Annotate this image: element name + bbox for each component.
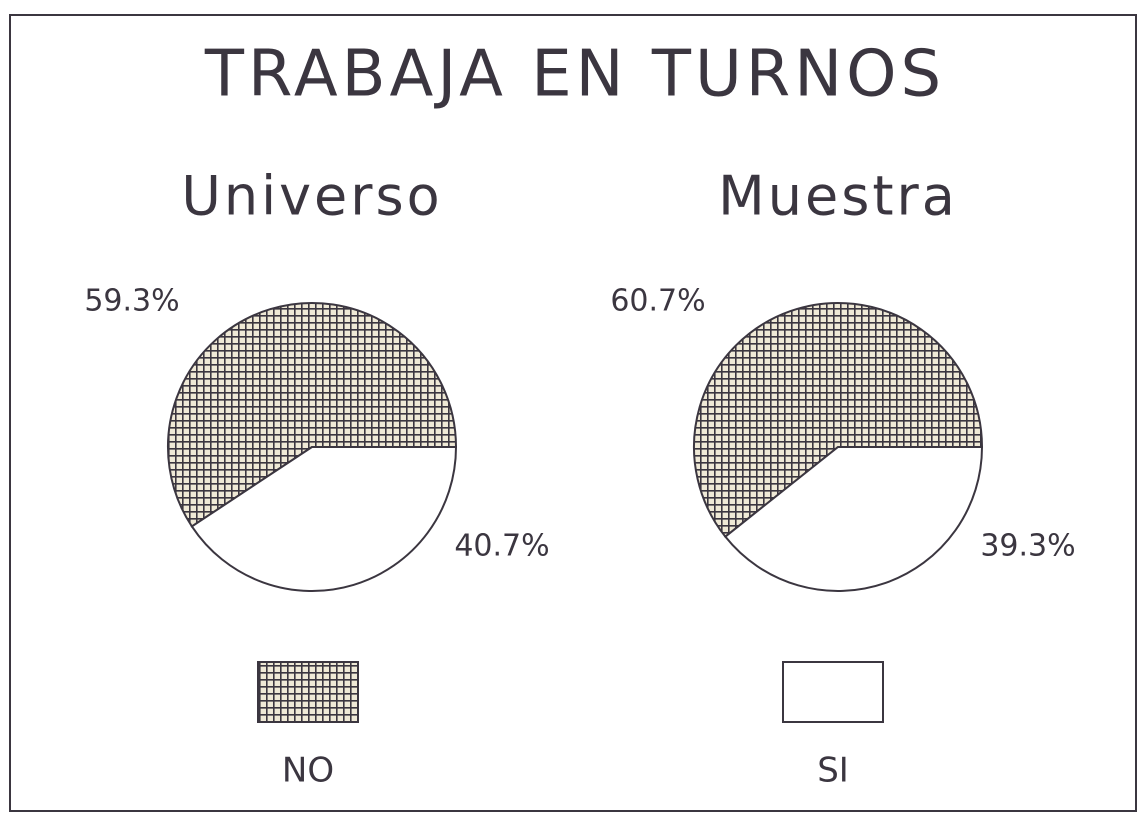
pie-title: Universo [181,165,442,228]
data-label: 59.3% [84,284,179,319]
pie-slice [190,446,458,592]
pie-slice [693,302,984,539]
legend-label: NO [282,751,334,791]
chart-title: TRABAJA EN TURNOS [204,38,945,112]
frame [9,14,1137,812]
pie-slice [723,446,984,592]
data-label: 40.7% [454,529,549,564]
legend-label: SI [817,751,849,791]
legend-swatch [257,661,359,723]
pie-slice [167,302,458,528]
pie-title: Muestra [718,165,958,228]
data-label: 60.7% [610,284,705,319]
data-label: 39.3% [980,529,1075,564]
legend-swatch [782,661,884,723]
